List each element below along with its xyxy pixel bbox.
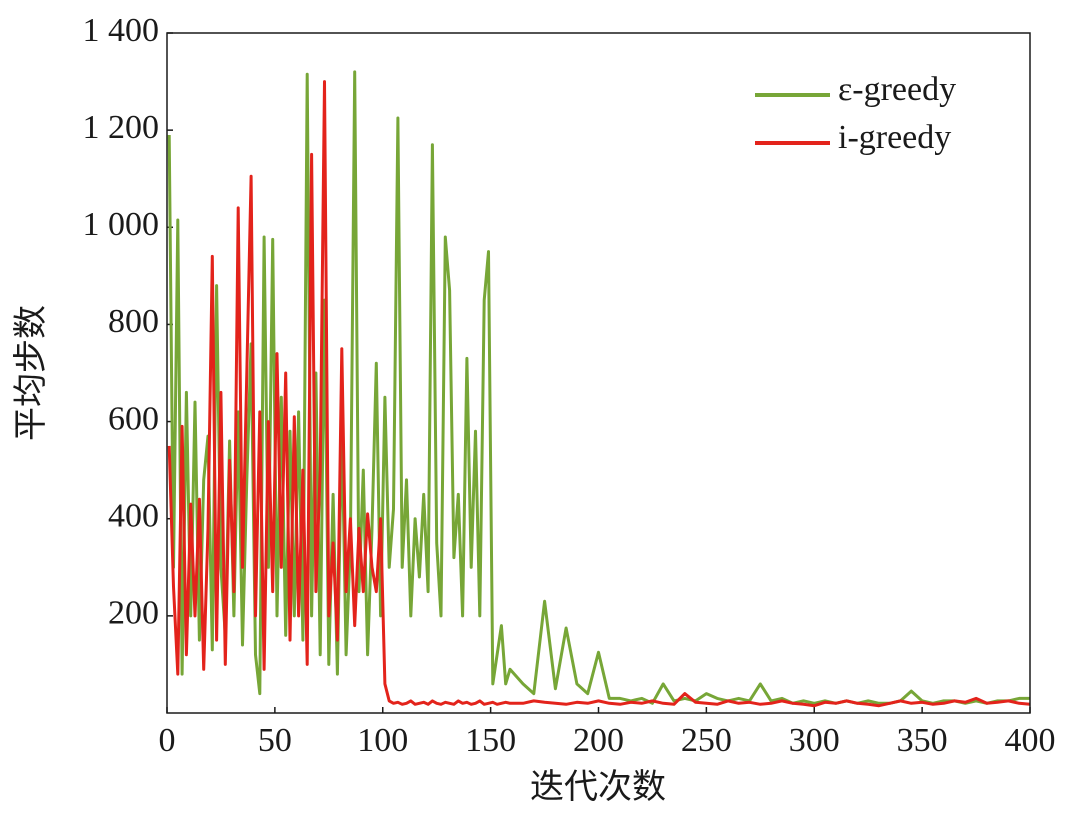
series-line xyxy=(167,80,1031,708)
y-tick-label: 1 000 xyxy=(83,206,160,243)
x-tick-label: 150 xyxy=(465,722,516,759)
series-line xyxy=(167,70,1030,705)
y-tick-label: 1 200 xyxy=(83,109,160,146)
y-axis-label: 平均步数 xyxy=(12,305,50,441)
y-tick-label: 800 xyxy=(108,303,159,340)
x-tick-label: 200 xyxy=(573,722,624,759)
x-tick-label: 50 xyxy=(258,722,292,759)
x-tick-label: 0 xyxy=(159,722,176,759)
y-tick-label: 1 400 xyxy=(83,12,160,49)
y-tick-label: 600 xyxy=(108,400,159,437)
y-tick-label: 400 xyxy=(108,498,159,535)
x-tick-label: 300 xyxy=(789,722,840,759)
y-tick-label: 200 xyxy=(108,595,159,632)
x-tick-label: 250 xyxy=(681,722,732,759)
x-tick-label: 400 xyxy=(1005,722,1056,759)
x-tick-label: 350 xyxy=(897,722,948,759)
legend-label: i-greedy xyxy=(838,119,951,156)
plot-frame xyxy=(166,32,1031,714)
legend-label: ε-greedy xyxy=(838,71,956,108)
x-axis-label: 迭代次数 xyxy=(530,768,666,806)
x-tick-label: 100 xyxy=(357,722,408,759)
